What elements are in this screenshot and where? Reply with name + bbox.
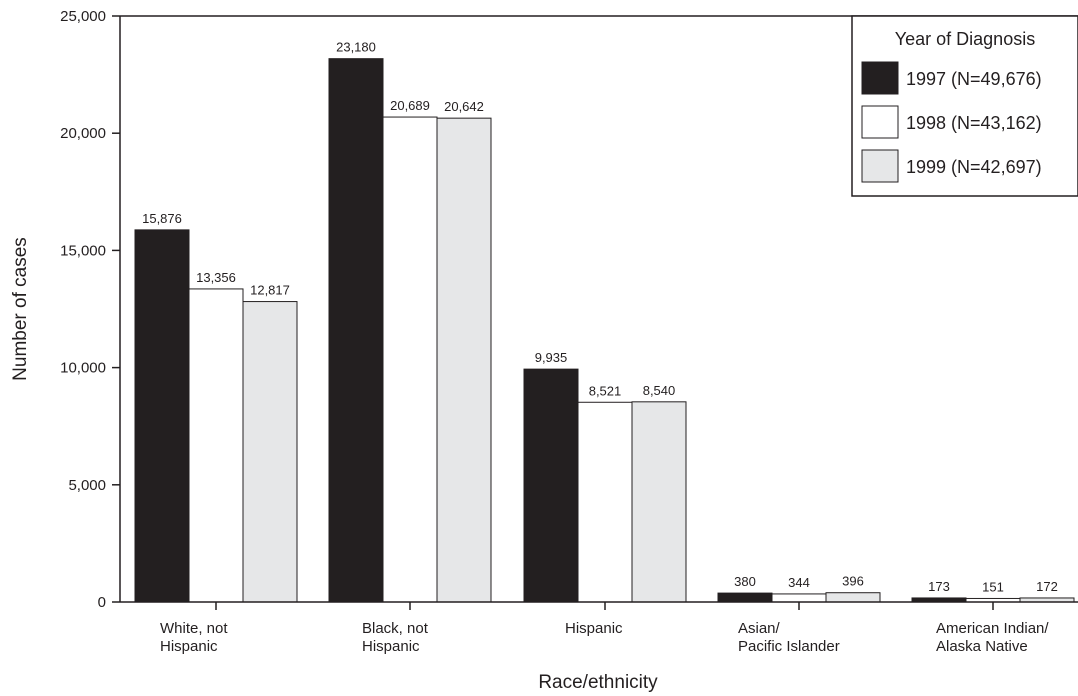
data-label: 8,521 [589,383,622,398]
data-label: 20,642 [444,99,484,114]
legend-title: Year of Diagnosis [895,29,1035,49]
data-label: 380 [734,574,756,589]
x-category-label: Hispanic [362,638,420,655]
data-label: 8,540 [643,383,676,398]
y-tick-label: 10,000 [60,360,106,377]
data-labels: 15,876 13,356 12,817 23,180 20,689 20,642 9,93… [142,40,1058,595]
legend-label-1: 1997 (N=49,676) [906,69,1042,89]
data-label: 13,356 [196,270,236,285]
bar-2-1 [188,288,244,603]
data-label: 20,689 [390,98,430,113]
data-label: 23,180 [336,40,376,55]
legend: Year of Diagnosis 1997 (N=49,676) 1998 (N… [851,15,1078,197]
data-label: 151 [982,579,1004,594]
x-axis-title: Race/ethnicity [538,672,658,693]
legend-swatch-1 [861,61,899,95]
y-axis-ticks: 0 5,000 10,000 15,000 20,000 25,000 [60,8,120,611]
bars [134,58,1075,603]
x-category-label: Hispanic [160,638,218,655]
y-tick-label: 0 [98,594,106,611]
bar-1-4 [717,592,773,603]
bar-2-3 [577,401,633,603]
x-category-label: American Indian/ [936,620,1049,637]
x-category-label: Pacific Islander [738,638,840,655]
bar-3-2 [436,117,492,603]
bar-3-4 [825,592,881,603]
y-tick-label: 25,000 [60,8,106,25]
data-label: 12,817 [250,283,290,298]
legend-label-3: 1999 (N=42,697) [906,157,1042,177]
x-category-label: Black, not [362,620,429,637]
x-category-label: Asian/ [738,620,781,637]
data-label: 15,876 [142,211,182,226]
data-label: 173 [928,579,950,594]
data-label: 9,935 [535,350,568,365]
bar-3-1 [242,301,298,603]
bar-3-3 [631,401,687,603]
bar-1-1 [134,229,190,603]
x-category-label: Alaska Native [936,638,1028,655]
y-tick-label: 20,000 [60,125,106,142]
bar-2-4 [771,593,827,603]
bar-1-2 [328,58,384,603]
data-label: 344 [788,575,810,590]
legend-label-2: 1998 (N=43,162) [906,113,1042,133]
legend-swatch-2 [861,105,899,139]
x-category-label: White, not [160,620,228,637]
y-tick-label: 15,000 [60,242,106,259]
x-category-label: Hispanic [565,620,623,637]
legend-swatch-3 [861,149,899,183]
y-tick-label: 5,000 [68,477,106,494]
bar-1-3 [523,368,579,603]
data-label: 172 [1036,579,1058,594]
y-axis-title: Number of cases [10,237,31,381]
data-label: 396 [842,574,864,589]
bar-2-2 [382,116,438,603]
